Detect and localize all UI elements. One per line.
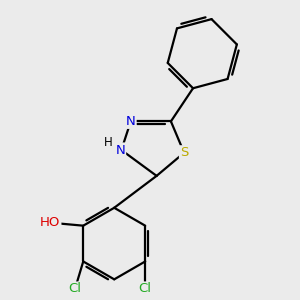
Text: Cl: Cl [139, 283, 152, 296]
Text: H: H [104, 136, 112, 149]
Text: S: S [180, 146, 188, 159]
Text: Cl: Cl [68, 283, 82, 296]
Text: N: N [116, 143, 125, 157]
Text: N: N [126, 115, 136, 128]
Text: HO: HO [40, 216, 60, 230]
